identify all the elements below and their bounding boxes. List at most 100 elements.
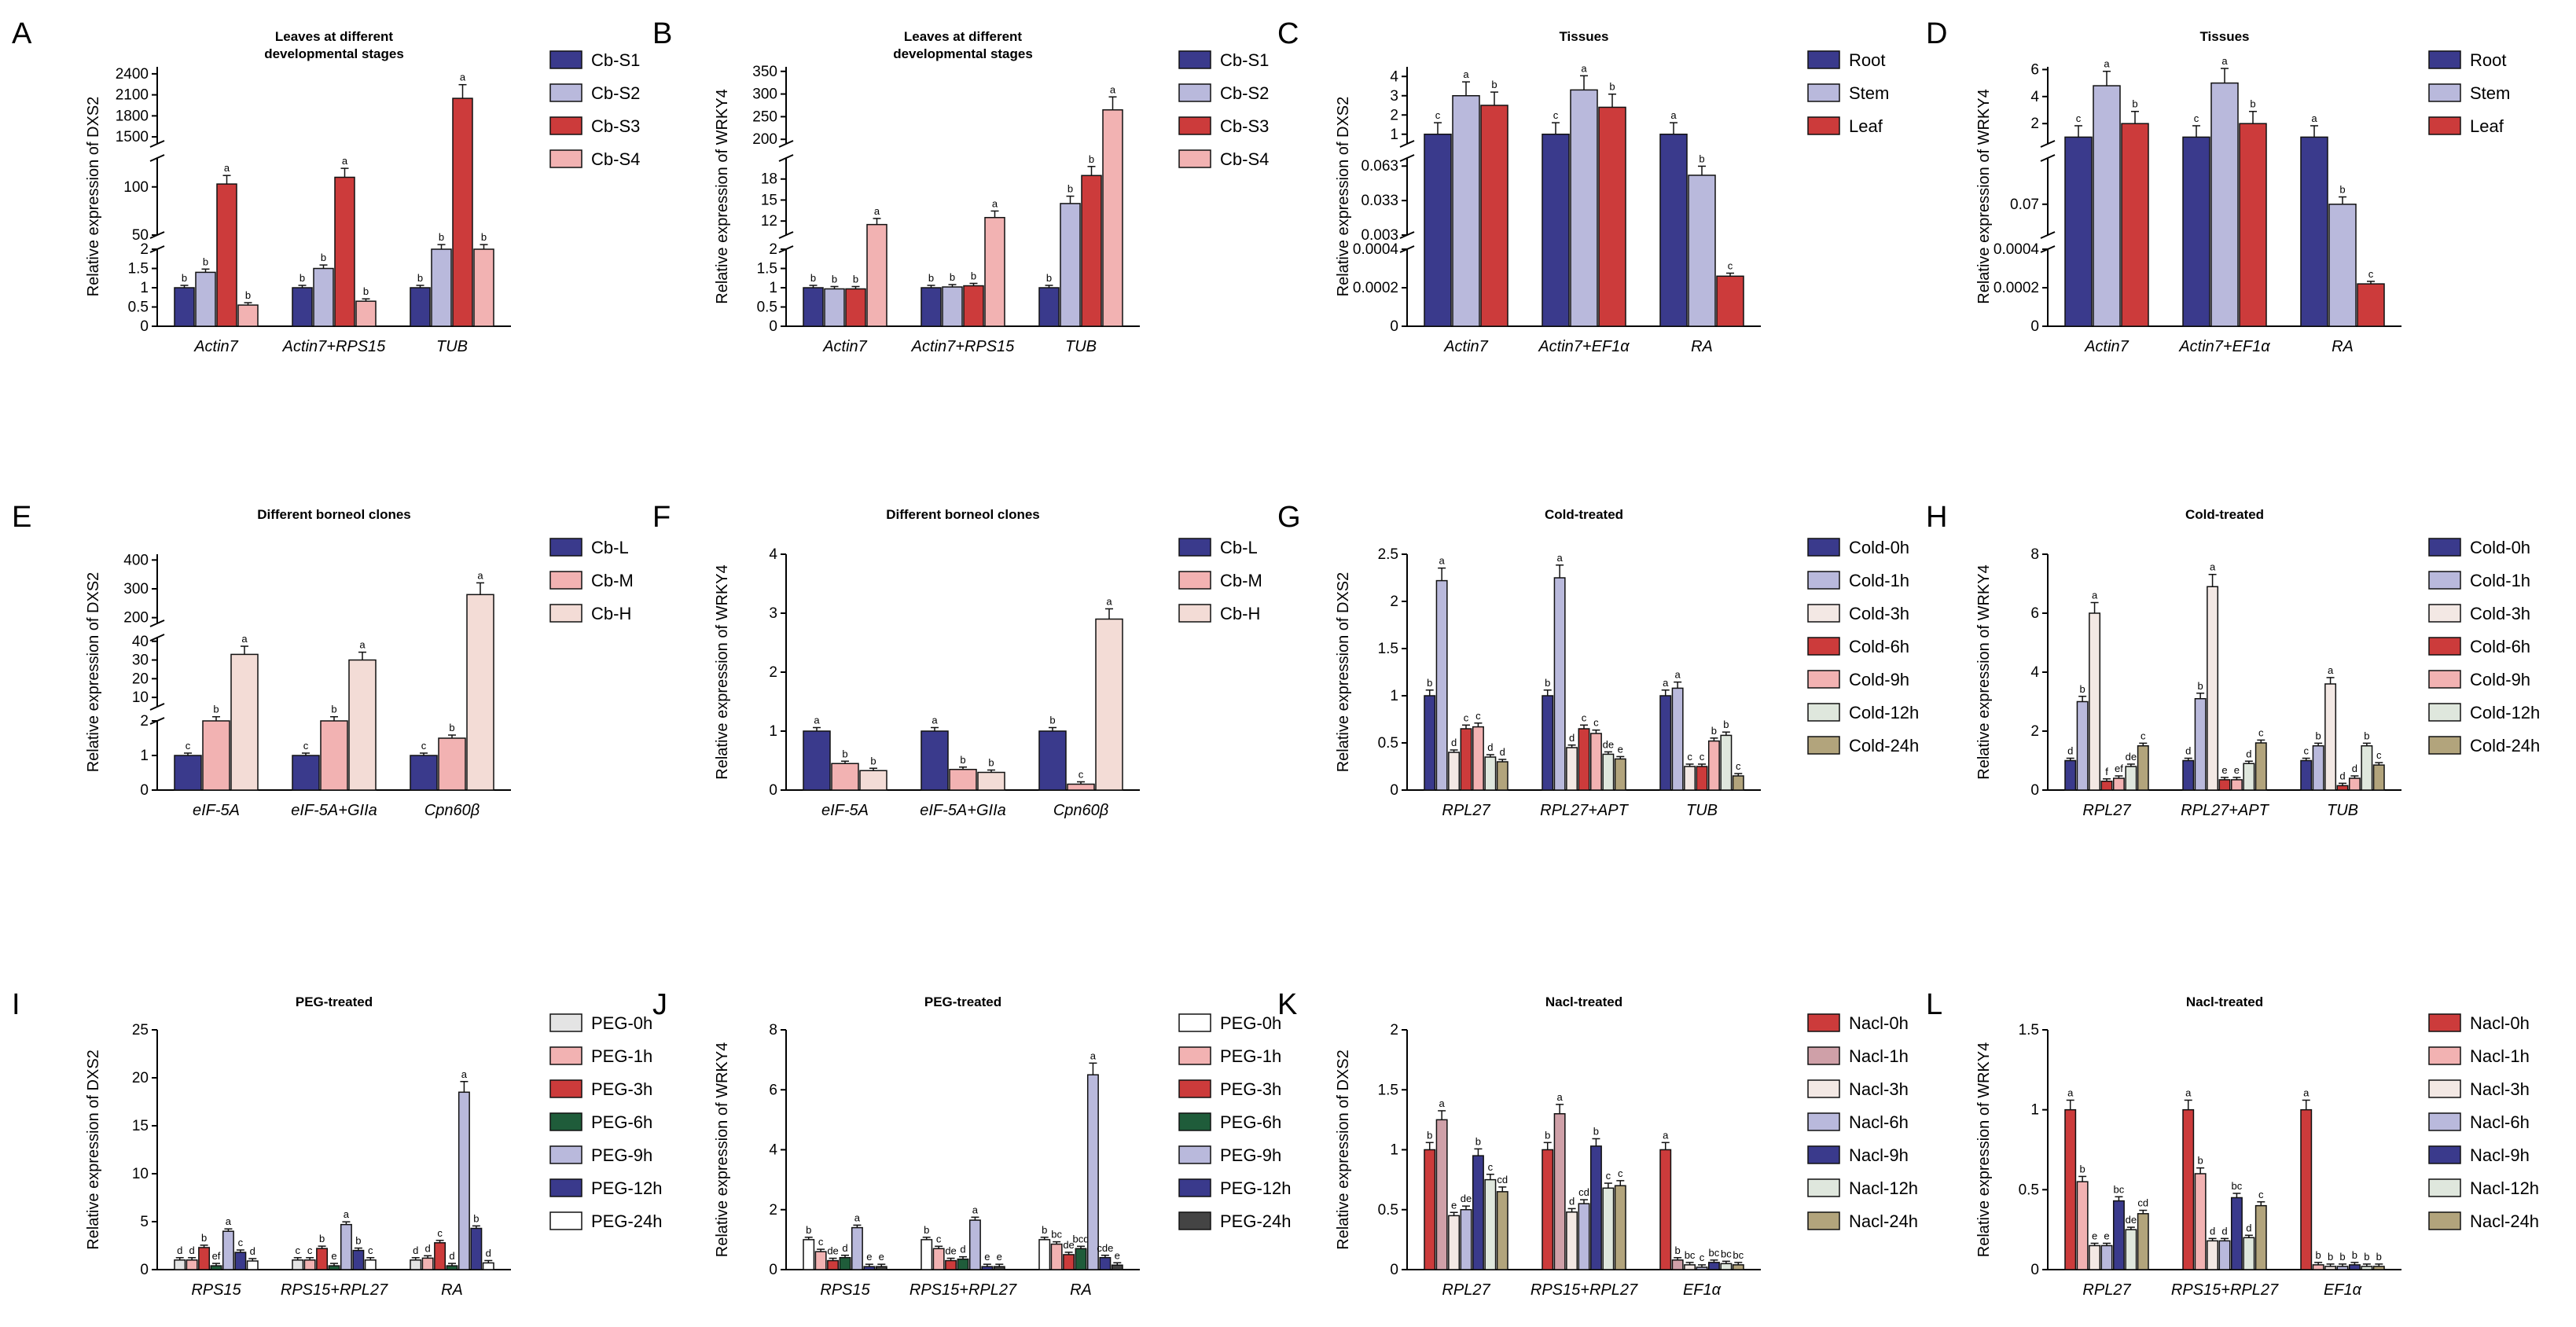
legend-swatch xyxy=(1178,1112,1211,1131)
legend-label: Cb-H xyxy=(591,604,631,623)
significance-letter: b xyxy=(2198,680,2203,692)
panel-title: PEG-treated xyxy=(924,994,1001,1009)
legend-label: Cb-S1 xyxy=(591,50,640,70)
x-category-label: EF1α xyxy=(2324,1281,2362,1299)
bar-cold-12h-2 xyxy=(2361,745,2373,791)
legend: Cb-S1 Cb-S2 Cb-S3 Cb-S4 xyxy=(1178,50,1269,169)
legend-swatch xyxy=(1807,83,1840,102)
significance-letter: b xyxy=(331,704,336,715)
significance-letter: a xyxy=(1463,68,1469,80)
significance-letter: b xyxy=(2376,1251,2382,1263)
significance-letter: a xyxy=(2303,1086,2310,1098)
bar-stem-2 xyxy=(1688,175,1716,327)
significance-letter: b xyxy=(1545,677,1550,689)
significance-letter: a xyxy=(1090,1049,1097,1061)
significance-letter: b xyxy=(321,252,326,263)
significance-letter: c xyxy=(1700,1252,1705,1263)
legend-label: Cold-0h xyxy=(2470,538,2530,557)
significance-letter: a xyxy=(854,1211,861,1223)
bar-cb-h-0 xyxy=(859,770,887,791)
significance-letter: b xyxy=(2339,1251,2345,1263)
legend-label: Cb-S4 xyxy=(591,149,640,169)
significance-letter: b xyxy=(439,231,444,243)
bar-cb-h-1 xyxy=(977,771,1005,791)
legend-label: Nacl-9h xyxy=(1849,1145,1909,1165)
panel-title-line: developmental stages xyxy=(893,46,1033,61)
bar-nacl-9h-0 xyxy=(1472,1155,1484,1270)
x-category-label: eIF-5A+GIIa xyxy=(920,802,1006,819)
x-category-label: RPL27 xyxy=(1442,802,1490,819)
bar-cb-s3-1 xyxy=(334,176,355,327)
y-tick-label: 0.0004 xyxy=(1994,241,2040,258)
panel-title-line: PEG-treated xyxy=(924,994,1001,1009)
axis-break-mark xyxy=(149,634,165,641)
y-tick-label: 6 xyxy=(2030,605,2039,622)
bar-nacl-1h-2 xyxy=(1671,1259,1684,1270)
legend-label: PEG-3h xyxy=(591,1079,652,1099)
x-category-label: RPS15+RPL27 xyxy=(2171,1281,2279,1299)
legend-label: Cold-3h xyxy=(1849,604,1909,623)
bar-cb-s2-1 xyxy=(942,286,963,327)
legend-label: Cb-M xyxy=(1220,571,1262,590)
panel-f: F Different borneol clones Relative expres… xyxy=(652,501,1262,819)
bar-nacl-6h-2 xyxy=(1696,1266,1708,1270)
bar-cb-s1-1 xyxy=(921,287,942,327)
y-tick-label: 30 xyxy=(132,652,149,669)
y-tick-label: 25 xyxy=(132,1022,149,1038)
significance-letter: de xyxy=(1461,1193,1472,1204)
panel-letter: A xyxy=(12,17,32,50)
bar-stem-1 xyxy=(1570,89,1598,327)
bar-peg-9h-0 xyxy=(851,1226,863,1270)
significance-letter: a xyxy=(1581,62,1587,74)
legend-label: Cold-6h xyxy=(1849,637,1909,656)
significance-letter: a xyxy=(814,715,820,726)
legend-label: Nacl-12h xyxy=(2470,1178,2539,1198)
significance-letter: e xyxy=(2221,764,2227,776)
bar-cb-h-1 xyxy=(348,659,377,791)
y-tick-label: 1.5 xyxy=(2019,1022,2039,1038)
legend-label: PEG-24h xyxy=(1220,1211,1292,1231)
panel-title: Cold-treated xyxy=(1545,507,1623,522)
y-tick-label: 20 xyxy=(132,1070,149,1086)
legend-label: Cb-L xyxy=(591,538,629,557)
panel-letter: K xyxy=(1277,988,1297,1021)
legend-label: Nacl-1h xyxy=(1849,1046,1909,1066)
y-tick-label: 1 xyxy=(1390,1142,1398,1159)
y-tick-label: 4 xyxy=(1390,68,1398,85)
bar-cb-m-0 xyxy=(202,720,230,791)
significance-letter: b xyxy=(1491,79,1497,90)
panel-title-line: Nacl-treated xyxy=(2186,994,2263,1009)
significance-letter: e xyxy=(2104,1230,2109,1242)
y-tick-label: 4 xyxy=(2030,664,2039,681)
axis-break-mark xyxy=(1399,140,1415,148)
panel-letter: J xyxy=(652,988,667,1021)
bar-nacl-12h-0 xyxy=(1484,1178,1497,1270)
legend-label: Nacl-9h xyxy=(2470,1145,2530,1165)
legend-swatch xyxy=(2428,736,2461,755)
x-category-label: eIF-5A xyxy=(821,802,869,819)
legend-label: PEG-12h xyxy=(1220,1178,1292,1198)
bar-nacl-6h-1 xyxy=(2218,1240,2231,1270)
legend-label: Cb-S2 xyxy=(591,83,640,103)
legend-swatch xyxy=(549,50,582,69)
legend-swatch xyxy=(1807,1112,1840,1131)
legend-swatch xyxy=(1807,1013,1840,1032)
x-category-label: Actin7 xyxy=(822,338,867,355)
bar-cb-s3-0 xyxy=(216,183,237,327)
legend-swatch xyxy=(2428,1112,2461,1131)
x-category-label: RA xyxy=(2332,338,2354,355)
bar-stem-1 xyxy=(2210,82,2239,327)
significance-letter: c xyxy=(1736,760,1741,772)
significance-letter: bc xyxy=(1721,1248,1732,1259)
x-category-label: RPS15 xyxy=(820,1281,870,1299)
axis-break-mark xyxy=(1399,245,1415,253)
x-category-label: eIF-5A+GIIa xyxy=(291,802,377,819)
bar-cold-0h-0 xyxy=(1424,695,1436,791)
bar-cb-s4-1 xyxy=(355,300,377,327)
bar-peg-3h-1 xyxy=(945,1259,957,1270)
legend-label: PEG-0h xyxy=(1220,1013,1281,1033)
bar-peg-0h-2 xyxy=(1038,1239,1051,1270)
bar-peg-24h-0 xyxy=(246,1260,259,1270)
y-tick-label: 0.5 xyxy=(757,300,777,316)
legend-label: Cb-M xyxy=(591,571,634,590)
